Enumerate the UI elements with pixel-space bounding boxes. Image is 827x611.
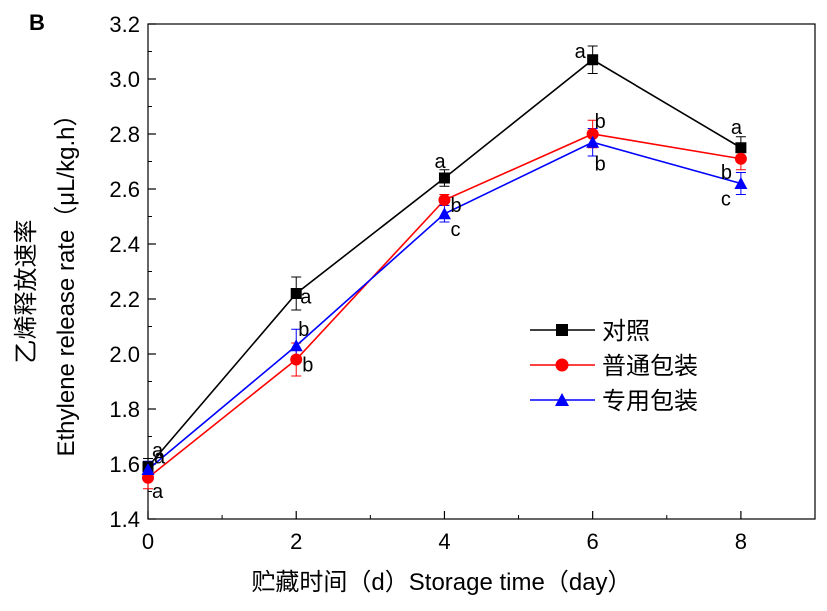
significance-letter: c	[721, 189, 731, 211]
y-tick-label: 2.4	[109, 232, 140, 257]
data-point	[734, 152, 747, 165]
legend-label: 专用包装	[602, 388, 698, 415]
y-tick-label: 3.0	[109, 67, 140, 92]
data-point	[141, 463, 155, 475]
data-point	[438, 194, 451, 206]
significance-letter: b	[721, 162, 732, 184]
x-tick-label: 4	[438, 529, 450, 554]
x-tick-label: 2	[290, 529, 302, 554]
significance-letter: b	[595, 111, 606, 133]
x-tick-label: 0	[142, 529, 154, 554]
data-point	[734, 177, 748, 189]
significance-letter: a	[300, 287, 312, 309]
y-axis-title-en: Ethylene release rate（μL/kg.h）	[53, 102, 80, 456]
data-point	[438, 172, 450, 184]
y-tick-label: 2.2	[109, 287, 140, 312]
x-tick-label: 8	[735, 529, 747, 554]
data-point	[289, 339, 303, 352]
y-tick-label: 3.2	[109, 12, 140, 37]
significance-letter: a	[152, 481, 164, 503]
legend-marker	[555, 393, 569, 406]
significance-letter: a	[731, 117, 743, 139]
legend-label: 对照	[602, 318, 650, 345]
data-point	[437, 207, 451, 220]
y-tick-label: 1.6	[109, 452, 140, 477]
significance-letter: b	[595, 153, 606, 175]
y-tick-label: 1.4	[109, 507, 140, 532]
data-point	[290, 288, 302, 299]
series-line	[147, 141, 742, 471]
legend-label: 普通包装	[602, 353, 698, 380]
y-tick-label: 2.6	[109, 177, 140, 202]
legend-marker	[556, 324, 568, 336]
y-axis-title-cn: 乙烯释放速率	[13, 220, 40, 364]
y-tick-label: 1.8	[109, 397, 140, 422]
panel-label: B	[29, 10, 45, 35]
x-tick-label: 6	[587, 529, 599, 554]
data-point	[586, 128, 599, 140]
significance-letter: b	[450, 195, 461, 217]
data-point	[735, 142, 747, 154]
significance-letter: a	[152, 440, 164, 462]
y-tick-label: 2.8	[109, 122, 140, 147]
data-point	[587, 54, 599, 66]
significance-letter: a	[575, 41, 587, 63]
significance-letter: b	[298, 319, 309, 341]
x-axis-title: 贮藏时间（d）Storage time（day）	[251, 569, 631, 596]
significance-letter: c	[450, 219, 460, 241]
data-point	[586, 135, 600, 148]
legend-marker	[555, 358, 569, 372]
y-tick-label: 2.0	[109, 342, 140, 367]
significance-letter: a	[154, 447, 166, 469]
significance-letter: b	[302, 355, 313, 377]
significance-letter: a	[434, 151, 446, 173]
plot-frame	[147, 23, 816, 520]
data-point	[290, 353, 303, 366]
